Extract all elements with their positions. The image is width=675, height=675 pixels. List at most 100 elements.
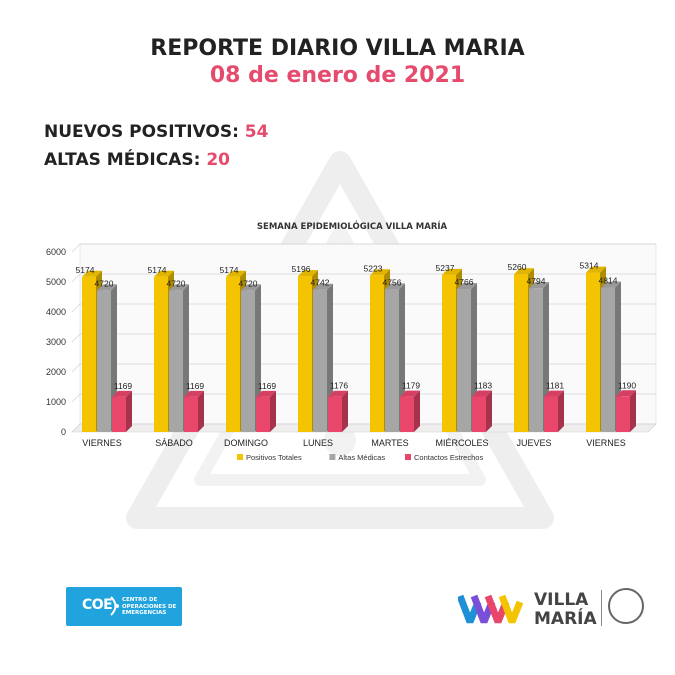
data-label: 1183: [474, 381, 493, 391]
data-label: 5223: [364, 263, 383, 273]
data-label: 4720: [167, 278, 186, 288]
bar-altas-m-dicas: [385, 289, 399, 432]
bar-positivos-totales: [370, 275, 384, 432]
bar-contactos-estrechos-side: [630, 390, 636, 432]
data-label: 4756: [383, 277, 402, 287]
bar-contactos-estrechos-top: [112, 390, 132, 397]
data-label: 4720: [95, 278, 114, 288]
bar-positivos-totales: [442, 274, 456, 432]
bar-positivos-totales-top: [154, 270, 174, 277]
bar-altas-m-dicas-top: [313, 283, 333, 290]
bar-altas-m-dicas-top: [241, 284, 261, 291]
bar-contactos-estrechos-side: [126, 390, 132, 432]
legend-swatch: [405, 454, 411, 460]
data-label: 4742: [311, 278, 330, 288]
bar-altas-m-dicas: [241, 290, 255, 432]
bar-altas-m-dicas: [97, 290, 111, 432]
bar-positivos-totales-top: [586, 266, 606, 273]
data-label: 4720: [239, 278, 258, 288]
legend-label: Altas Médicas: [338, 453, 385, 462]
new-positives-value: 54: [244, 122, 269, 142]
bar-altas-m-dicas-top: [97, 284, 117, 291]
bar-positivos-totales-top: [442, 268, 462, 275]
bar-positivos-totales: [298, 276, 312, 432]
bar-contactos-estrechos-top: [400, 390, 420, 397]
bar-positivos-totales: [82, 276, 96, 432]
data-label: 5196: [292, 264, 311, 274]
data-label: 1169: [258, 381, 277, 391]
legend-swatch: [329, 454, 336, 460]
report-date: 08 de enero de 2021: [209, 63, 466, 88]
y-tick-label: 3000: [46, 337, 66, 347]
data-label: 5260: [508, 262, 527, 272]
x-tick-label: JUEVES: [516, 438, 551, 448]
data-label: 1169: [186, 381, 205, 391]
chart-legend: Positivos Totales Altas Médicas Contactos …: [237, 453, 483, 462]
bar-contactos-estrechos: [616, 396, 630, 432]
weekly-chart: SEMANA EPIDEMIOLÓGICA VILLA MARÍA 0 1000 2…: [46, 220, 657, 462]
discharges-value: 20: [206, 150, 231, 170]
bar-contactos-estrechos: [112, 396, 126, 432]
y-tick-label: 5000: [46, 277, 66, 287]
y-tick-label: 0: [61, 427, 66, 437]
bar-contactos-estrechos-side: [558, 390, 564, 432]
bar-altas-m-dicas-top: [385, 283, 405, 290]
data-label: 1179: [402, 381, 421, 391]
bar-contactos-estrechos-top: [256, 390, 276, 397]
bar-positivos-totales-top: [370, 269, 390, 276]
legend-label: Positivos Totales: [246, 453, 302, 462]
bar-positivos-totales-top: [226, 270, 246, 277]
bar-positivos-totales: [514, 274, 528, 432]
city-seal-icon: [608, 588, 644, 624]
bar-altas-m-dicas: [457, 289, 471, 432]
y-tick-label: 2000: [46, 367, 66, 377]
bar-positivos-totales: [226, 276, 240, 432]
chart-title: SEMANA EPIDEMIOLÓGICA VILLA MARÍA: [257, 220, 448, 232]
legend-swatch: [237, 454, 243, 460]
bar-contactos-estrechos: [328, 396, 342, 432]
coe-emblem-icon: [110, 596, 119, 616]
villa-maria-logo: VILLA MARÍA: [458, 584, 648, 632]
x-tick-label: LUNES: [303, 438, 333, 448]
x-tick-label: VIERNES: [82, 438, 122, 448]
data-label: 1181: [546, 381, 565, 391]
legend-label: Contactos Estrechos: [414, 453, 483, 462]
bar-contactos-estrechos-side: [414, 390, 420, 432]
villa-maria-wave-icon: [458, 594, 524, 624]
bar-contactos-estrechos-side: [198, 390, 204, 432]
coe-logo-text: COE: [82, 597, 113, 613]
bar-contactos-estrechos-side: [342, 390, 348, 432]
y-tick-label: 4000: [46, 307, 66, 317]
bar-contactos-estrechos: [184, 396, 198, 432]
logo-divider: [601, 590, 602, 626]
bar-altas-m-dicas: [313, 289, 327, 432]
new-positives-line: NUEVOS POSITIVOS: 54: [44, 118, 268, 146]
data-label: 5237: [436, 263, 455, 273]
data-label: 5174: [76, 265, 95, 275]
bar-contactos-estrechos-top: [616, 390, 636, 397]
bar-contactos-estrechos-top: [472, 390, 492, 397]
bar-altas-m-dicas: [529, 288, 543, 432]
new-positives-label: NUEVOS POSITIVOS:: [44, 122, 239, 142]
data-label: 1176: [330, 381, 349, 391]
report-header: REPORTE DIARIO VILLA MARIA 08 de enero d…: [0, 36, 675, 88]
y-tick-label: 6000: [46, 247, 66, 257]
gridline: [71, 243, 656, 253]
bar-contactos-estrechos: [472, 396, 486, 432]
gridline: [71, 273, 656, 283]
data-label: 4794: [527, 276, 546, 286]
discharges-label: ALTAS MÉDICAS:: [44, 150, 201, 170]
data-label: 1190: [618, 380, 637, 390]
data-label: 5314: [580, 261, 599, 271]
discharges-line: ALTAS MÉDICAS: 20: [44, 146, 268, 174]
bar-altas-m-dicas-top: [457, 283, 477, 290]
x-tick-label: SÁBADO: [155, 438, 193, 448]
chart-plot-area: 0100020003000400050006000517447201169VIE…: [46, 243, 657, 448]
bar-contactos-estrechos-side: [270, 390, 276, 432]
bar-contactos-estrechos-top: [544, 390, 564, 397]
bar-contactos-estrechos-side: [486, 390, 492, 432]
x-tick-label: DOMINGO: [224, 438, 268, 448]
x-tick-label: VIERNES: [586, 438, 626, 448]
bar-contactos-estrechos: [256, 396, 270, 432]
bar-positivos-totales: [586, 272, 600, 432]
